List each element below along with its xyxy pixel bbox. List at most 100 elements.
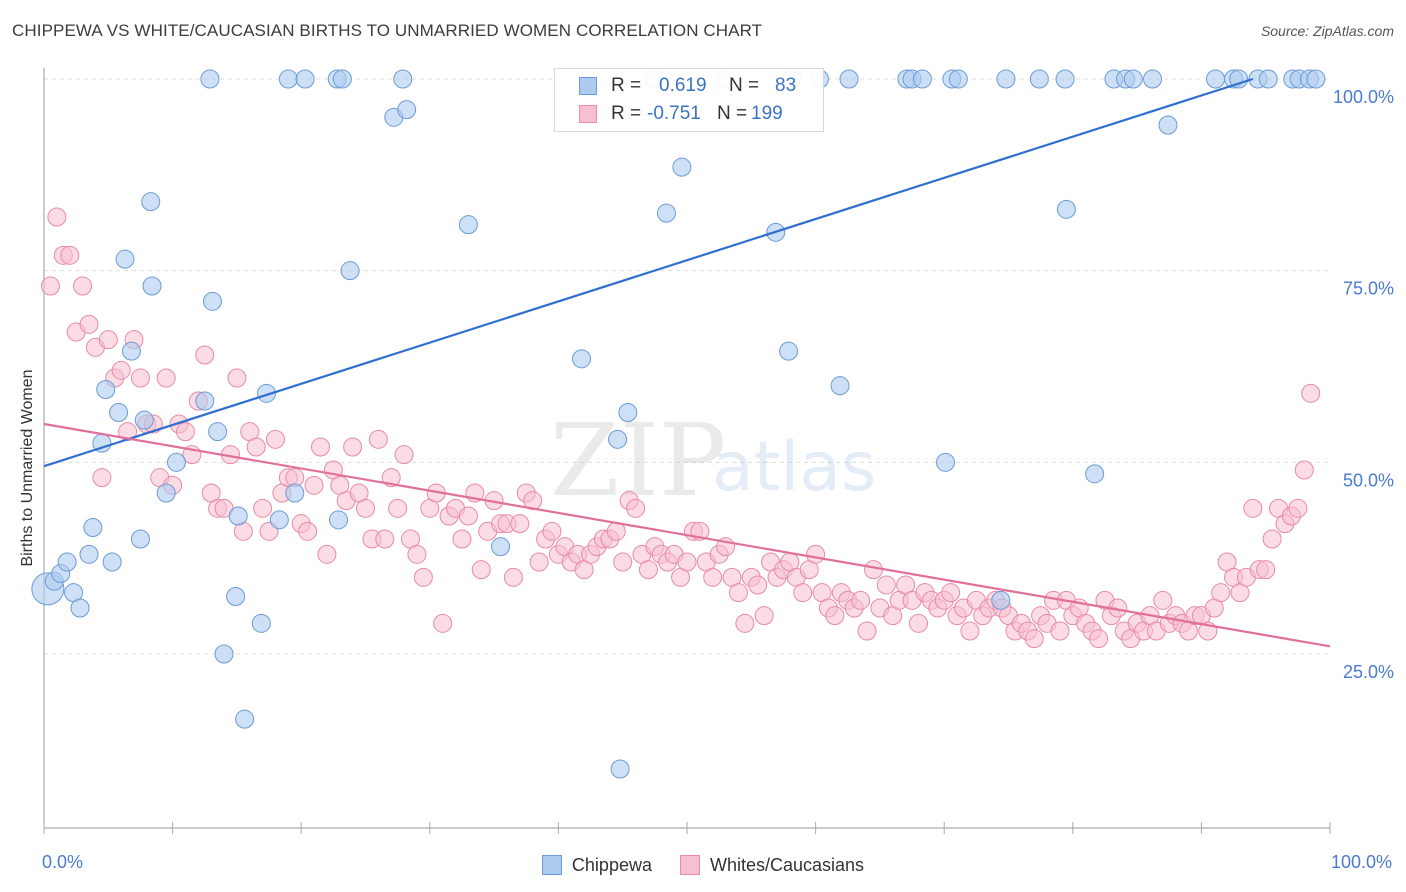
chippewa-point [1029, 69, 1049, 89]
whites-point [452, 529, 472, 549]
whites-point [529, 552, 549, 572]
whites-point [1024, 629, 1044, 649]
whites-legend-label: Whites/Caucasians [709, 854, 865, 875]
chippewa-point [115, 249, 135, 269]
whites-point [79, 314, 99, 334]
whites-point [638, 560, 658, 580]
chippewa-point [208, 422, 228, 442]
whites-point [1288, 498, 1308, 518]
whites-point [876, 575, 896, 595]
chippewa-point [226, 587, 246, 606]
whites-point [118, 422, 138, 442]
chippewa-point [195, 391, 215, 411]
whites-point [863, 560, 883, 580]
whites-point [298, 521, 318, 541]
whites-point [388, 498, 408, 518]
whites-point [310, 437, 330, 457]
chippewa-point [200, 69, 220, 89]
whites-point [677, 552, 697, 572]
chippewa-point [102, 552, 122, 572]
whites-point [735, 613, 755, 633]
watermark: ZIP atlas [550, 402, 876, 519]
whites-point [317, 544, 337, 564]
chippewa-legend-swatch [541, 855, 562, 875]
whites-point [156, 368, 176, 388]
whites-point [1211, 583, 1231, 603]
chippewa-point [779, 341, 799, 361]
whites-point [626, 498, 646, 518]
y-axis-title: Births to Unmarried Women [19, 369, 36, 567]
y-tick-label: 75.0% [1343, 279, 1394, 299]
chippewa-point [1143, 69, 1163, 89]
chippewa-point [996, 69, 1016, 89]
y-tick-labels: 100.0% 75.0% 50.0% 25.0% [1333, 87, 1394, 682]
chippewa-point [70, 598, 90, 618]
whites-point [754, 606, 774, 626]
chippewa-point [1206, 69, 1226, 89]
whites-point [503, 567, 523, 587]
whites-point [368, 429, 388, 449]
chippewa-point [948, 69, 968, 89]
whites-point [111, 360, 131, 380]
chippewa-point [79, 544, 99, 564]
whites-point [941, 583, 961, 603]
whites-point [1050, 621, 1070, 641]
whites-point [98, 330, 118, 350]
chippewa-point [1085, 464, 1105, 484]
whites-point [542, 521, 562, 541]
trend-lines [43, 77, 1331, 648]
whites-point [748, 575, 768, 595]
whites-point [1262, 529, 1282, 549]
whites-r-value: -0.751 [647, 103, 701, 124]
y-tick-label: 100.0% [1333, 87, 1394, 107]
chippewa-point [228, 506, 248, 526]
x-axis-max-label: 100.0% [1330, 852, 1392, 872]
chippewa-point [109, 403, 129, 422]
whites-point [806, 544, 826, 564]
whites-point [343, 437, 363, 457]
whites-swatch [579, 105, 597, 123]
whites-point [1256, 560, 1276, 580]
chippewa-point [991, 590, 1011, 610]
whites-legend-swatch [679, 855, 700, 875]
chippewa-point [1056, 199, 1076, 219]
legend-item-whites: Whites/Caucasians [679, 854, 865, 876]
chippewa-point [491, 537, 511, 557]
whites-point [92, 468, 112, 488]
whites-point [825, 606, 845, 626]
chippewa-point [1229, 69, 1249, 89]
chippewa-point [251, 613, 271, 633]
whites-point [413, 567, 433, 587]
chippewa-point [134, 410, 154, 430]
chippewa-point [166, 452, 186, 472]
chippewa-point [269, 510, 289, 530]
chippewa-point [214, 644, 234, 664]
chippewa-point [656, 203, 676, 223]
whites-point [1089, 629, 1109, 649]
chippewa-point [202, 291, 222, 311]
chippewa-point [1306, 69, 1326, 89]
whites-point [1301, 383, 1321, 403]
y-tick-label: 25.0% [1343, 662, 1394, 682]
n-label: N = [717, 103, 748, 124]
chippewa-point [1055, 69, 1075, 89]
chippewa-point [142, 276, 162, 296]
chippewa-point [96, 380, 116, 399]
whites-point [356, 498, 375, 518]
chippewa-n-value: 83 [775, 75, 797, 96]
whites-point [728, 583, 748, 603]
chippewa-point [141, 192, 161, 212]
series-legend: Chippewa Whites/Caucasians [0, 852, 1406, 878]
whites-point [433, 613, 453, 633]
whites-point [253, 498, 273, 518]
whites-point [703, 567, 723, 587]
legend-row-whites: R = -0.751 N = 199 [579, 101, 783, 127]
whites-point [1294, 460, 1314, 480]
chippewa-point [1123, 69, 1143, 89]
x-axis-min-label: 0.0% [42, 852, 84, 872]
chippewa-point [912, 69, 932, 89]
legend-row-chippewa: R = 0.619 N = 83 [579, 73, 796, 99]
chippewa-point [839, 69, 859, 89]
chippewa-trend-line [43, 77, 1254, 468]
chippewa-point [235, 709, 255, 729]
